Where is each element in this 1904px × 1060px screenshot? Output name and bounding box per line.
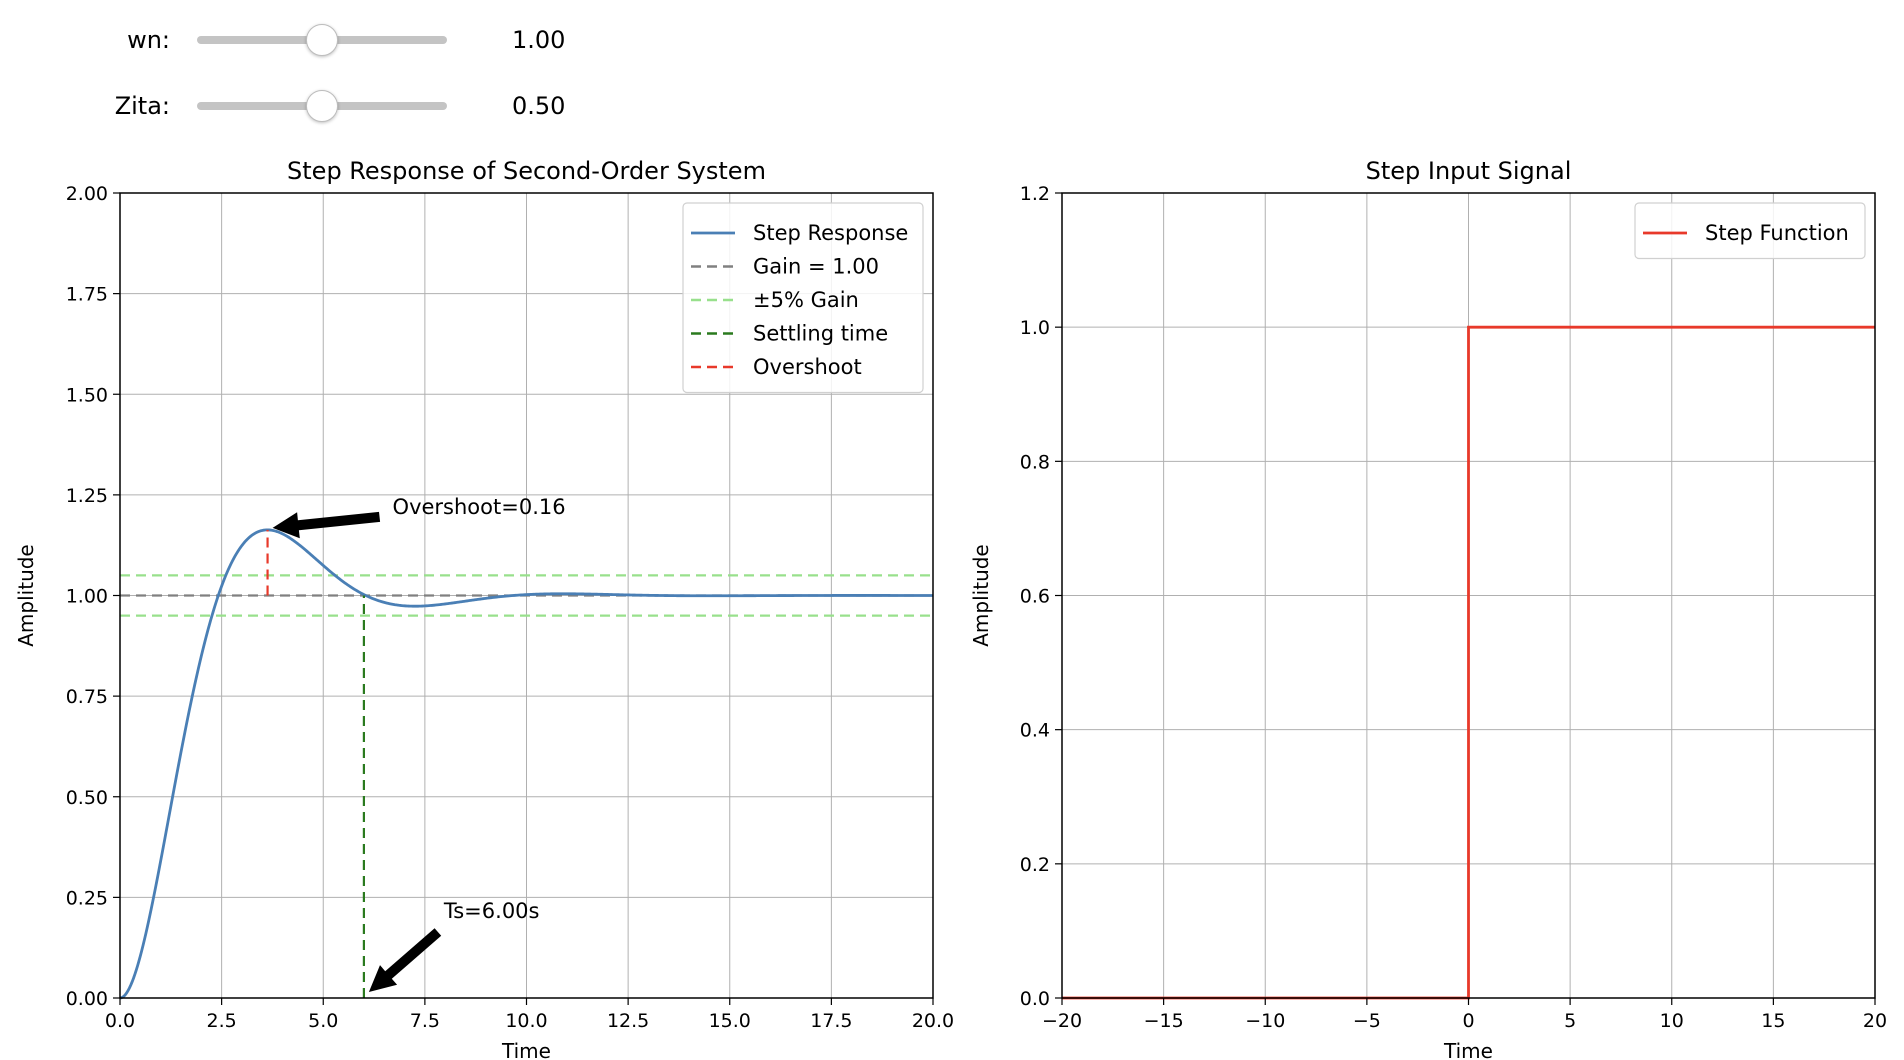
input-chart-ylabel: Amplitude: [969, 544, 993, 647]
zeta-slider-thumb[interactable]: [306, 90, 338, 122]
input-chart-ytick-label: 0.2: [1020, 854, 1050, 876]
response-chart-legend-label: Gain = 1.00: [753, 255, 879, 279]
response-chart-ytick-label: 0.75: [66, 686, 108, 708]
response-chart-xtick-label: 2.5: [207, 1010, 237, 1032]
response-chart-legend-label: Settling time: [753, 322, 888, 346]
response-chart-ylabel: Amplitude: [14, 544, 38, 647]
response-chart-xtick-label: 20.0: [912, 1010, 954, 1032]
wn-slider-row: wn: 1.00: [0, 20, 700, 60]
input-chart-ytick-label: 1.0: [1020, 317, 1050, 339]
zeta-label: Zita:: [114, 92, 170, 120]
input-chart-ytick-label: 0.0: [1020, 988, 1050, 1010]
input-chart-legend-label: Step Function: [1705, 221, 1849, 245]
response-chart-ytick-label: 0.25: [66, 887, 108, 909]
response-chart-legend-label: Step Response: [753, 221, 908, 245]
wn-slider-thumb[interactable]: [306, 24, 338, 56]
response-chart-xtick-label: 15.0: [709, 1010, 751, 1032]
response-chart-ytick-label: 0.00: [66, 988, 108, 1010]
input-chart-xtick-label: −5: [1353, 1010, 1381, 1032]
response-chart-xtick-label: 5.0: [308, 1010, 338, 1032]
response-chart-xtick-label: 17.5: [810, 1010, 852, 1032]
input-chart-title: Step Input Signal: [1366, 157, 1572, 185]
settling-annotation: Ts=6.00s: [443, 899, 540, 923]
zeta-slider-row: Zita: 0.50: [0, 86, 700, 126]
response-chart-title: Step Response of Second-Order System: [287, 157, 766, 185]
response-chart-ytick-label: 1.75: [66, 284, 108, 306]
input-chart-xlabel: Time: [1443, 1039, 1493, 1060]
response-chart-ytick-label: 2.00: [66, 183, 108, 205]
response-chart-legend-label: ±5% Gain: [753, 288, 859, 312]
response-chart-xtick-label: 0.0: [105, 1010, 135, 1032]
input-chart-xtick-label: −20: [1042, 1010, 1082, 1032]
response-chart-ytick-label: 1.00: [66, 586, 108, 608]
input-chart-xtick-label: 0: [1462, 1010, 1474, 1032]
input-chart-legend-box: [1634, 202, 1866, 260]
input-chart-xtick-label: −15: [1144, 1010, 1184, 1032]
step-response-line: [119, 528, 933, 1000]
input-chart-ytick-label: 0.6: [1020, 586, 1050, 608]
response-chart-xtick-label: 12.5: [607, 1010, 649, 1032]
input-chart-xtick-label: 10: [1660, 1010, 1684, 1032]
response-chart-ytick-label: 0.50: [66, 787, 108, 809]
response-chart-ytick-label: 1.50: [66, 384, 108, 406]
wn-slider[interactable]: [197, 24, 447, 56]
step-function-line: [1062, 325, 1875, 1000]
overshoot-annotation: Overshoot=0.16: [393, 495, 566, 519]
response-chart-legend-label: Overshoot: [753, 355, 862, 379]
zeta-value: 0.50: [512, 92, 566, 120]
response-chart-legend-box: [682, 202, 924, 394]
response-chart-xtick-label: 7.5: [410, 1010, 440, 1032]
response-chart-ytick-label: 1.25: [66, 485, 108, 507]
input-chart-ytick-label: 1.2: [1020, 183, 1050, 205]
input-chart-ytick-label: 0.4: [1020, 720, 1050, 742]
wn-value: 1.00: [512, 26, 566, 54]
input-chart-ytick-label: 0.8: [1020, 451, 1050, 473]
input-chart-xtick-label: −10: [1245, 1010, 1285, 1032]
response-chart-xlabel: Time: [501, 1039, 551, 1060]
input-chart-xtick-label: 20: [1863, 1010, 1887, 1032]
input-chart-xtick-label: 5: [1564, 1010, 1576, 1032]
settling-arrow: [368, 928, 442, 992]
input-chart-xtick-label: 15: [1761, 1010, 1785, 1032]
overshoot-arrow: [272, 511, 381, 539]
wn-label: wn:: [127, 26, 170, 54]
zeta-slider[interactable]: [197, 90, 447, 122]
response-chart-xtick-label: 10.0: [505, 1010, 547, 1032]
